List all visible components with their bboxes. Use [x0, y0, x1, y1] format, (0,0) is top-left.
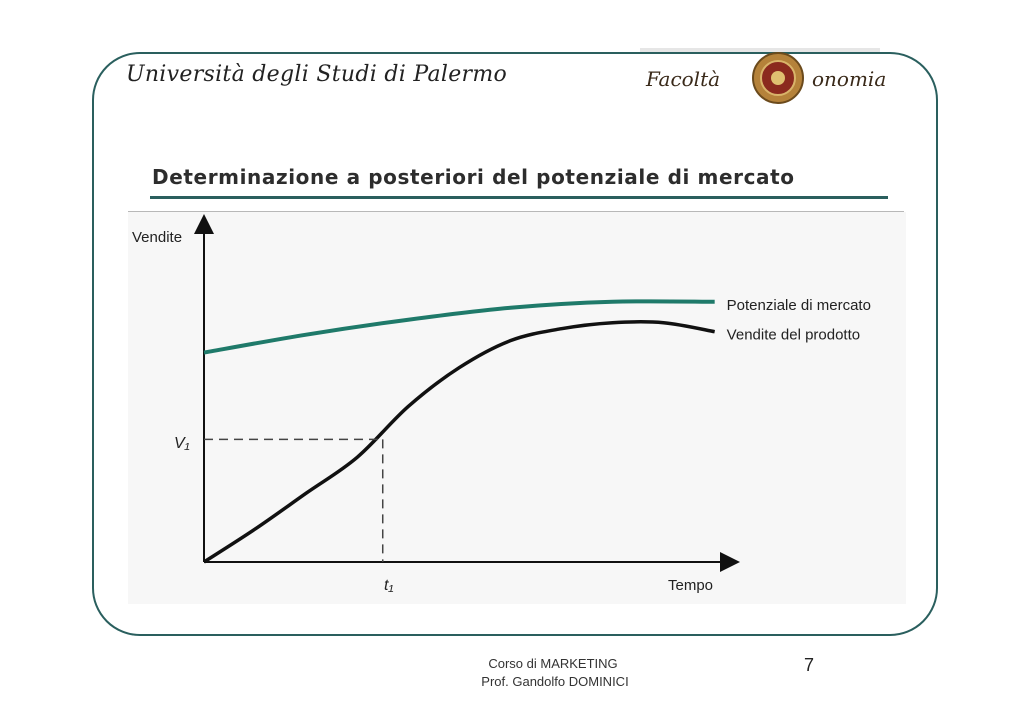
page-number: 7	[804, 655, 815, 675]
title-divider	[128, 211, 904, 212]
series-line-product-sales	[203, 320, 715, 564]
chart-canvas: Vendite Tempo V₁ t₁ Potenziale di mercat…	[132, 214, 871, 594]
svg-text:onomia: onomia	[812, 67, 886, 91]
series-line-market-potential	[203, 299, 715, 355]
y-axis-label: Vendite	[132, 229, 182, 246]
x-axis-label: Tempo	[668, 577, 713, 594]
x-marker-label: t₁	[384, 577, 394, 594]
market-potential-chart: Vendite Tempo V₁ t₁ Potenziale di mercat…	[128, 212, 906, 604]
series-label-market-potential: Potenziale di mercato	[727, 297, 871, 314]
y-marker-label: V₁	[174, 435, 190, 452]
svg-text:Facoltà: Facoltà	[645, 67, 720, 91]
slide-frame	[92, 52, 938, 636]
slide-title: Determinazione a posteriori del potenzia…	[152, 165, 795, 189]
faculty-logo: Facoltà onomia	[640, 48, 886, 104]
university-name: Università degli Studi di Palermo	[126, 62, 508, 87]
title-underline	[150, 196, 888, 199]
series-label-product-sales: Vendite del prodotto	[727, 327, 860, 344]
footer-course: Corso di MARKETING	[488, 656, 618, 671]
footer-professor: Prof. Gandolfo DOMINICI	[481, 674, 629, 689]
